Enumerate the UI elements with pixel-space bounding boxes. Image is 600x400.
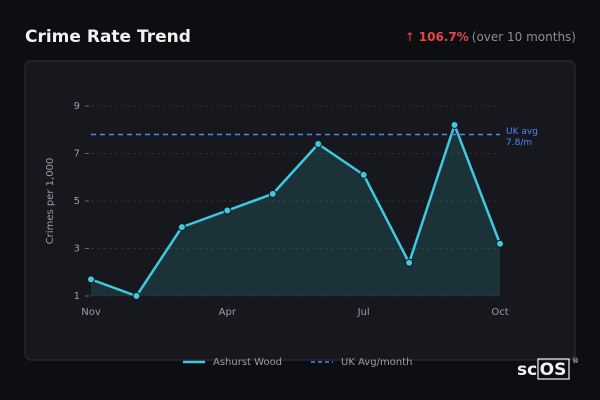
- y-tick-label: 7: [74, 149, 80, 160]
- point: [450, 121, 459, 129]
- point: [359, 170, 368, 179]
- y-tick-label: 9: [74, 101, 80, 112]
- y-axis-label: Crimes per 1,000: [45, 158, 56, 245]
- x-tick-label: Jul: [357, 307, 370, 318]
- point: [132, 292, 141, 300]
- point: [314, 140, 323, 148]
- legend-label: Ashurst Wood: [213, 357, 282, 368]
- brand-box: [537, 358, 570, 380]
- reference-value-label: 7.8/m: [506, 138, 532, 148]
- reference-label: UK avg: [506, 127, 538, 137]
- brand-prefix: sc: [517, 360, 537, 380]
- legend-label: UK Avg/month: [341, 357, 412, 368]
- y-tick-label: 3: [74, 244, 80, 255]
- change-summary: ↑ 106.7% (over 10 months): [405, 30, 576, 44]
- change-arrow: ↑: [405, 30, 419, 44]
- y-tick-label: 1: [74, 291, 80, 302]
- point: [496, 239, 504, 248]
- line: [90, 123, 502, 298]
- change-value: 106.7%: [419, 30, 469, 44]
- point: [223, 206, 232, 215]
- y-tick-label: 5: [74, 196, 80, 207]
- panel: [24, 60, 576, 361]
- brand-boxed: OS: [540, 360, 567, 380]
- point: [87, 275, 95, 284]
- brand: sc OS ®: [517, 357, 579, 380]
- x-tick-label: Apr: [219, 307, 237, 318]
- change-note: (over 10 months): [472, 30, 576, 44]
- chart-title: Crime Rate Trend: [25, 27, 191, 47]
- x-tick-label: Oct: [491, 307, 508, 318]
- point: [177, 223, 186, 232]
- x-tick-label: Nov: [81, 307, 101, 318]
- point: [405, 258, 414, 267]
- area: [91, 125, 500, 296]
- point: [268, 189, 277, 198]
- brand-mark: ®: [572, 357, 579, 365]
